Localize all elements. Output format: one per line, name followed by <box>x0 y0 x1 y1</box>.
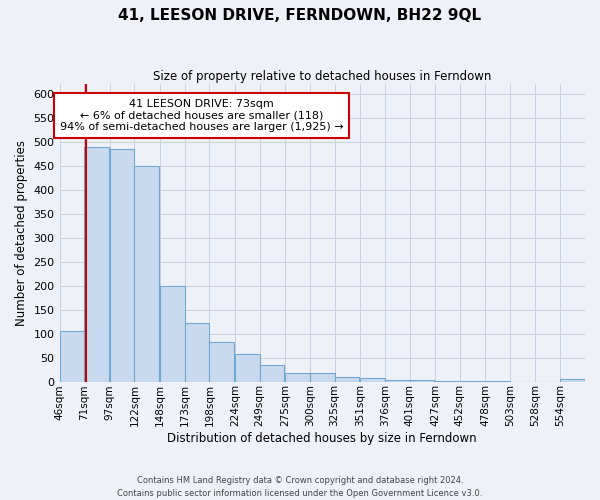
Bar <box>335 376 359 382</box>
X-axis label: Distribution of detached houses by size in Ferndown: Distribution of detached houses by size … <box>167 432 477 445</box>
Title: Size of property relative to detached houses in Ferndown: Size of property relative to detached ho… <box>153 70 491 83</box>
Bar <box>110 149 134 382</box>
Bar <box>385 380 410 382</box>
Bar <box>134 166 159 382</box>
Bar <box>84 146 109 382</box>
Bar <box>59 331 84 382</box>
Bar <box>209 342 234 382</box>
Bar <box>435 380 460 382</box>
Bar <box>310 373 335 382</box>
Text: 41 LEESON DRIVE: 73sqm
← 6% of detached houses are smaller (118)
94% of semi-det: 41 LEESON DRIVE: 73sqm ← 6% of detached … <box>59 99 343 132</box>
Bar <box>235 354 260 382</box>
Bar <box>160 286 185 382</box>
Bar <box>460 380 484 382</box>
Text: 41, LEESON DRIVE, FERNDOWN, BH22 9QL: 41, LEESON DRIVE, FERNDOWN, BH22 9QL <box>118 8 482 22</box>
Bar <box>360 378 385 382</box>
Bar <box>560 379 585 382</box>
Bar <box>185 323 209 382</box>
Text: Contains HM Land Registry data © Crown copyright and database right 2024.
Contai: Contains HM Land Registry data © Crown c… <box>118 476 482 498</box>
Bar <box>260 365 284 382</box>
Y-axis label: Number of detached properties: Number of detached properties <box>15 140 28 326</box>
Bar <box>410 380 434 382</box>
Bar <box>286 373 310 382</box>
